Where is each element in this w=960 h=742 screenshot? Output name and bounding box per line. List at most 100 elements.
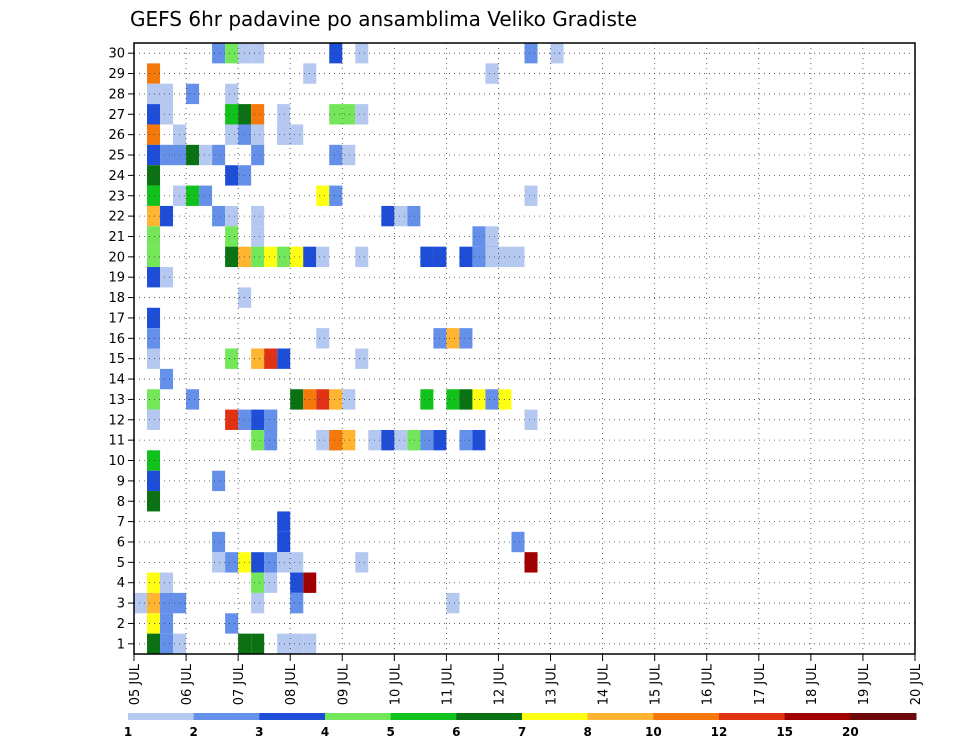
precip-cell-m20-16: [485, 246, 499, 268]
y-tick-label: 18: [108, 291, 125, 306]
precip-cell-m20-1: [225, 246, 239, 268]
precip-cell-m26-0: [147, 124, 161, 145]
precip-cell-m19-1: [160, 267, 174, 288]
precip-cell-m22-1: [160, 205, 174, 227]
y-tick-label: 17: [108, 311, 125, 326]
precip-cell-m5-7: [355, 552, 369, 573]
precip-cell-m5-3: [251, 552, 265, 573]
y-tick-label: 5: [117, 556, 125, 571]
colorbar-label: 20: [842, 725, 859, 739]
precip-cell-m15-3: [264, 348, 278, 369]
precip-cell-m3-7: [446, 592, 460, 614]
precip-cell-m22-3: [225, 205, 239, 227]
precip-cell-m21-1: [225, 226, 239, 247]
y-tick-label: 23: [108, 189, 125, 204]
y-tick-label: 25: [108, 149, 125, 164]
x-tick-label: 07 JUL: [232, 663, 247, 705]
precip-cell-m12-5: [264, 409, 278, 430]
x-tick-label: 12 JUL: [492, 663, 507, 705]
y-tick-label: 9: [117, 474, 125, 489]
precip-cell-m1-4: [251, 633, 265, 654]
precip-cell-m30-3: [251, 43, 265, 64]
x-axis-ticks: 05 JUL 06 JUL 07 JUL 08 JUL 09 JUL 10 JUL 11 J…: [128, 654, 924, 705]
precip-cell-m12-1: [225, 409, 239, 430]
precip-cell-m12-6: [524, 409, 538, 430]
precip-cell-m4-4: [290, 572, 304, 593]
precip-cell-m20-8: [316, 246, 330, 268]
colorbar-label: 15: [776, 725, 793, 739]
colorbar-label: 3: [255, 725, 263, 739]
colorbar-swatch-3: [259, 713, 326, 720]
colorbar-label: 12: [711, 725, 728, 739]
precip-cell-m11-2: [316, 429, 330, 451]
y-tick-label: 22: [108, 210, 125, 225]
precip-cell-m23-3: [199, 185, 213, 206]
y-tick-label: 24: [108, 169, 125, 184]
precip-cell-m15-5: [355, 348, 369, 369]
precip-cell-m13-5: [329, 389, 343, 410]
precip-cell-m22-4: [251, 205, 265, 227]
precip-cell-m25-5: [212, 144, 226, 166]
colorbar-label: 7: [518, 725, 526, 739]
precip-cell-m27-6: [329, 104, 343, 125]
precip-cell-m13-9: [459, 389, 473, 410]
precip-cell-m13-6: [342, 389, 356, 410]
y-tick-label: 27: [108, 108, 125, 123]
y-tick-label: 4: [117, 576, 125, 591]
precip-cell-m22-7: [407, 205, 421, 227]
precip-cell-m12-0: [147, 409, 161, 430]
precip-cell-m7-0: [277, 511, 291, 532]
precip-cell-m5-8: [524, 552, 538, 573]
x-tick-label: 16 JUL: [701, 663, 716, 705]
precip-cell-m27-1: [160, 104, 174, 125]
precip-cell-m22-5: [381, 205, 395, 227]
precip-cell-m28-2: [186, 83, 200, 105]
y-tick-label: 13: [108, 393, 125, 408]
colorbar-label: 5: [386, 725, 394, 739]
y-tick-label: 30: [108, 47, 125, 62]
precip-cell-m14-0: [160, 368, 174, 390]
precip-cell-m25-0: [147, 144, 161, 166]
precip-cell-m11-9: [394, 429, 408, 451]
colorbar-swatch-11: [784, 713, 851, 720]
precip-cell-m15-4: [277, 348, 291, 369]
x-tick-label: 06 JUL: [180, 663, 195, 705]
precip-cell-m20-18: [511, 246, 525, 268]
precip-cell-m20-9: [355, 246, 369, 268]
x-tick-label: 20 JUL: [909, 663, 924, 705]
precip-cell-m20-11: [420, 246, 434, 268]
y-tick-label: 16: [108, 332, 125, 347]
y-tick-label: 1: [117, 637, 125, 652]
precip-cell-m21-3: [472, 226, 486, 247]
precip-cell-m16-3: [446, 328, 460, 349]
grid-lines: [134, 43, 915, 654]
precip-cell-m25-7: [329, 144, 343, 166]
precip-cell-m13-11: [485, 389, 499, 410]
precip-cell-m11-11: [407, 429, 421, 451]
x-tick-label: 14 JUL: [597, 663, 612, 705]
precip-cell-m22-2: [212, 205, 226, 227]
precip-cell-m16-0: [147, 328, 161, 349]
precip-cell-m13-4: [316, 389, 330, 410]
precip-cell-m4-1: [160, 572, 174, 593]
colorbar-swatch-5: [390, 713, 457, 720]
precip-cell-m28-0: [147, 83, 161, 105]
precip-cell-m3-6: [290, 592, 304, 614]
precip-cell-m4-3: [264, 572, 278, 593]
x-tick-label: 15 JUL: [649, 663, 664, 705]
precip-cell-m30-4: [329, 43, 343, 64]
precip-cell-m4-0: [147, 572, 161, 593]
precip-cell-m20-3: [251, 246, 265, 268]
precip-cell-m13-2: [290, 389, 304, 410]
precip-cell-m3-0: [134, 592, 148, 614]
colorbar-swatch-8: [587, 713, 654, 720]
precip-cell-m11-5: [342, 429, 356, 451]
colorbar-label: 10: [645, 725, 662, 739]
y-tick-label: 15: [108, 352, 125, 367]
colorbar-swatch-6: [456, 713, 523, 720]
precip-cell-m13-10: [472, 389, 486, 410]
precip-cell-m11-4: [329, 429, 343, 451]
precip-cell-m20-5: [277, 246, 291, 268]
precip-cell-m3-1: [147, 592, 161, 614]
precip-cell-m11-12: [420, 429, 434, 451]
